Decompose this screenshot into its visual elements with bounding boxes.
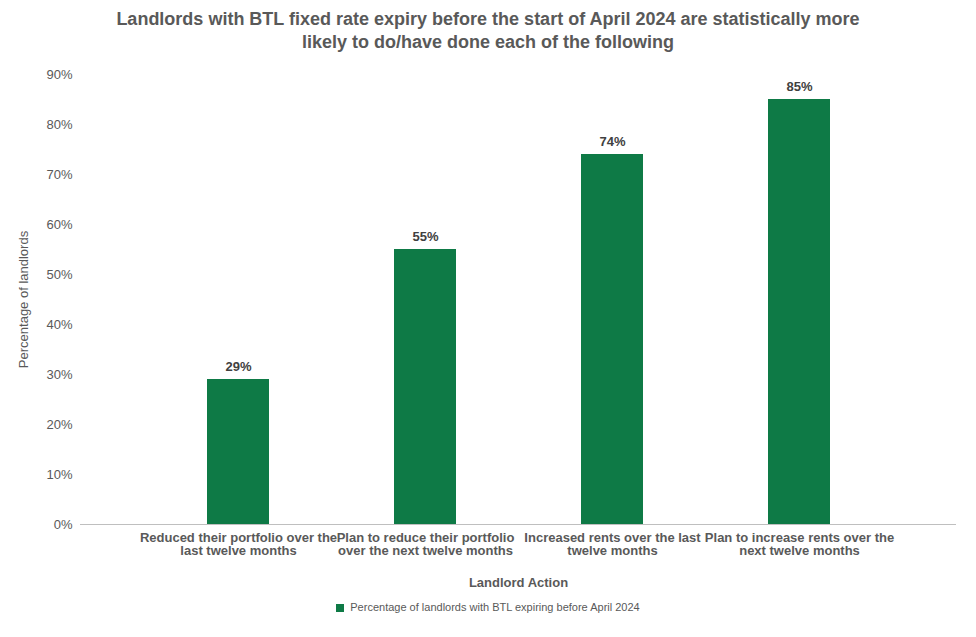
svg-text:Plan to increase rents over th: Plan to increase rents over thenext twel… [705,530,894,558]
svg-text:Increased rents over the lastt: Increased rents over the lasttwelve mont… [524,530,701,558]
svg-text:74%: 74% [599,134,625,149]
svg-text:29%: 29% [225,359,251,374]
svg-text:85%: 85% [786,79,812,94]
svg-text:90%: 90% [46,67,72,82]
svg-text:Landlord Action: Landlord Action [469,575,568,590]
svg-text:10%: 10% [46,467,72,482]
svg-text:Reduced their portfolio over t: Reduced their portfolio over thelast twe… [140,530,337,558]
html-text:Landlords with BTL fixed rate: Landlords with BTL fixed rate expiry bef… [116,9,860,52]
svg-text:0%: 0% [54,517,73,532]
html-text:Percentage of landlords with B: Percentage of landlords with BTL expirin… [350,601,640,613]
svg-text:40%: 40% [46,317,72,332]
svg-text:Percentage of landlords: Percentage of landlords [16,230,31,368]
svg-text:20%: 20% [46,417,72,432]
svg-text:60%: 60% [46,217,72,232]
svg-text:55%: 55% [412,229,438,244]
svg-text:70%: 70% [46,167,72,182]
svg-text:30%: 30% [46,367,72,382]
svg-text:Plan to reduce their portfolio: Plan to reduce their portfolioover the n… [337,530,515,558]
svg-text:80%: 80% [46,117,72,132]
svg-text:50%: 50% [46,267,72,282]
